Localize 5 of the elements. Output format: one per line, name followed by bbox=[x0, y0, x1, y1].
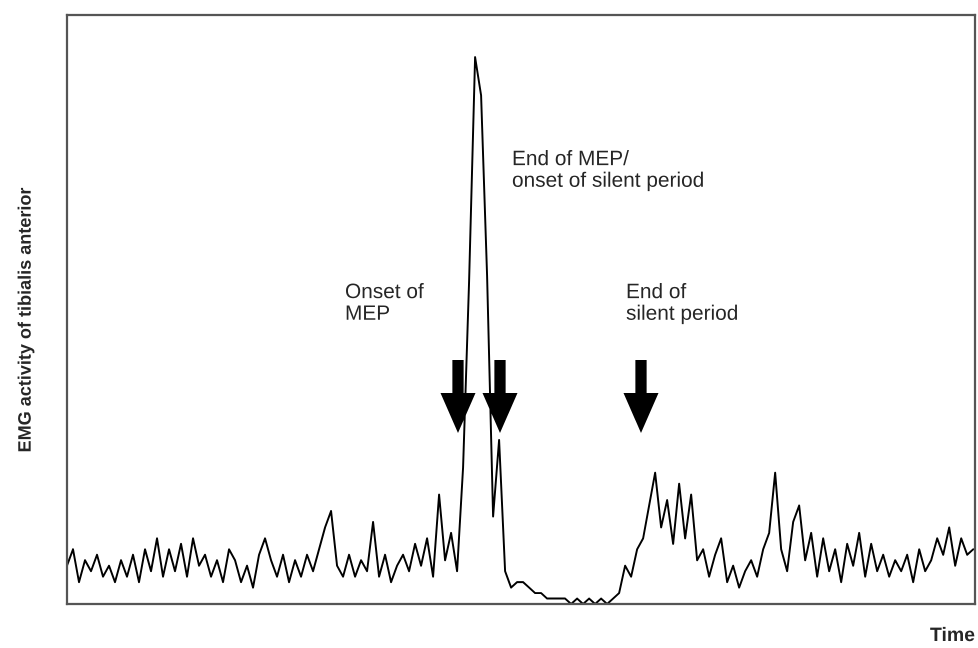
annotation: End of silent period bbox=[626, 283, 737, 324]
annotation: Onset of MEP bbox=[346, 283, 424, 320]
x-axis-title: Time bbox=[930, 626, 974, 642]
y-axis-title: EMG activity of tibialis anterior bbox=[18, 188, 34, 452]
annotation: End of MEP/ onset of silent period bbox=[512, 150, 703, 192]
